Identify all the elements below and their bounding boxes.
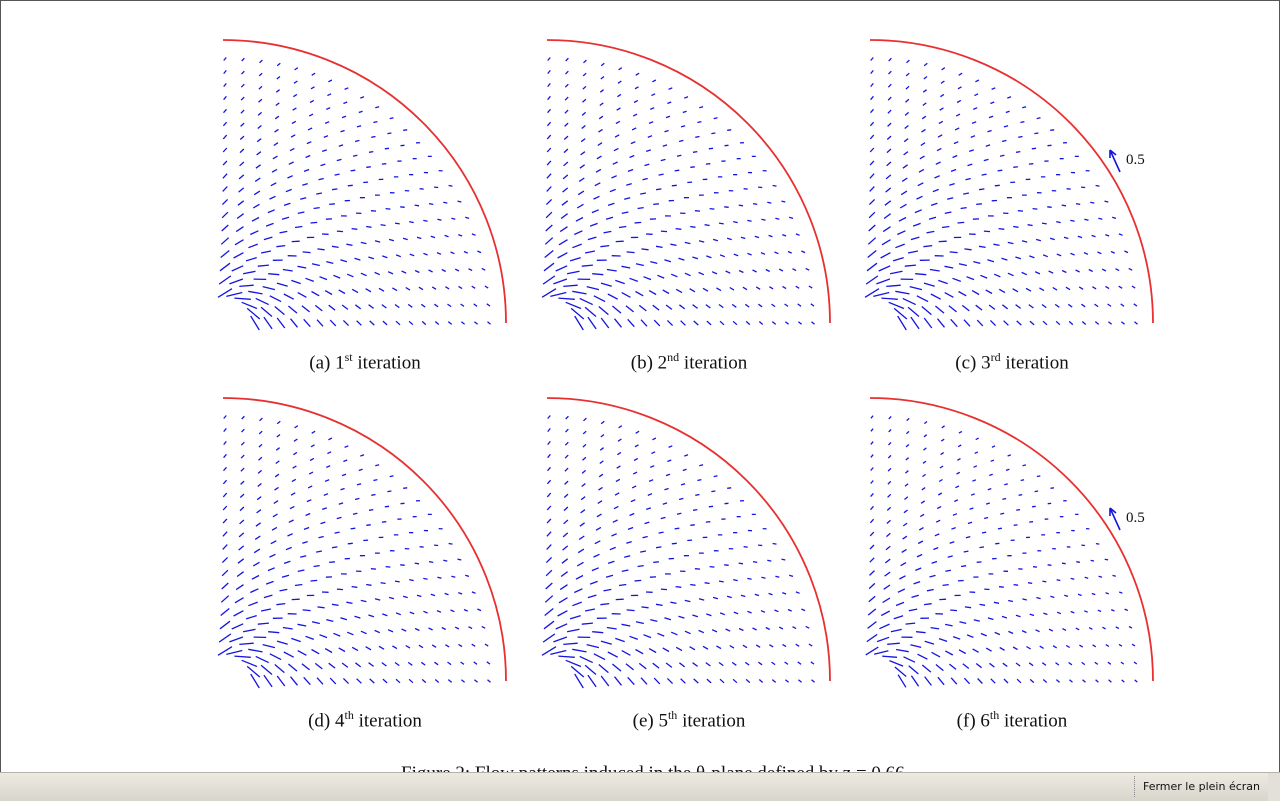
velocity-arrows — [864, 57, 1138, 331]
caption-label: (a) 1 — [309, 352, 345, 374]
figure-caption: Figure 2: Flow patterns induced in the θ… — [401, 763, 905, 772]
velocity-arrows — [541, 57, 815, 331]
vector-field — [865, 415, 1138, 688]
velocity-arrows — [865, 415, 1138, 688]
velocity-arrows — [217, 57, 491, 331]
caption-ordinal: th — [989, 708, 1000, 722]
exit-fullscreen-button[interactable]: Fermer le plein écran — [1133, 776, 1266, 797]
scale-label: 0.5 — [1126, 152, 1145, 168]
scale-arrow — [1109, 149, 1121, 173]
scale-arrow — [1109, 507, 1121, 531]
scroll-indicator — [1268, 773, 1280, 801]
panel-caption: (c) 3rd iteration — [852, 350, 1172, 374]
panel-caption: (b) 2nd iteration — [529, 350, 849, 374]
velocity-arrows — [541, 415, 815, 689]
boundary-arc — [546, 397, 831, 682]
vector-field — [217, 415, 491, 689]
boundary-arc — [222, 397, 507, 682]
caption-suffix: iteration — [679, 352, 748, 374]
caption-ordinal: th — [344, 708, 354, 722]
caption-suffix: iteration — [677, 710, 746, 732]
caption-suffix: iteration — [352, 352, 421, 374]
vector-field — [864, 57, 1138, 331]
velocity-arrows — [217, 415, 491, 689]
boundary-arc — [546, 39, 831, 324]
boundary-arc — [869, 39, 1154, 324]
caption-ordinal: nd — [667, 350, 680, 364]
caption-suffix: iteration — [999, 710, 1068, 732]
toolbar: Fermer le plein écran — [0, 772, 1280, 801]
figure-panels — [217, 39, 1154, 689]
caption-label: (d) 4 — [308, 710, 345, 732]
panel-caption: (d) 4th iteration — [205, 708, 525, 732]
boundary-arc — [222, 39, 507, 324]
scale-label: 0.5 — [1126, 510, 1145, 526]
panel-caption: (a) 1st iteration — [205, 350, 525, 374]
panel-caption: (e) 5th iteration — [529, 708, 849, 732]
caption-label: (c) 3 — [955, 352, 991, 374]
caption-ordinal: rd — [990, 350, 1001, 364]
caption-label: (b) 2 — [630, 352, 668, 374]
boundary-arc — [869, 397, 1154, 682]
caption-ordinal: st — [344, 350, 353, 364]
caption-ordinal: th — [667, 708, 678, 722]
caption-label: (e) 5 — [632, 710, 668, 732]
panel-caption: (f) 6th iteration — [852, 708, 1172, 732]
caption-suffix: iteration — [1000, 352, 1069, 374]
caption-label: (f) 6 — [956, 710, 990, 732]
vector-field — [541, 415, 815, 689]
vector-field — [541, 57, 815, 331]
vector-field — [217, 57, 491, 331]
document-view: (a) 1st iteration (b) 2nd iteration (c) 3r… — [0, 0, 1280, 772]
caption-suffix: iteration — [353, 710, 422, 732]
